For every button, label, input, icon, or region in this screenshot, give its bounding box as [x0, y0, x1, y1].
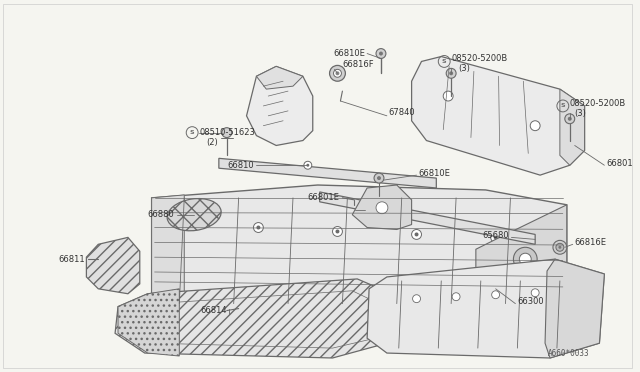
- Circle shape: [538, 242, 542, 246]
- Circle shape: [376, 49, 386, 58]
- Circle shape: [253, 222, 263, 232]
- Polygon shape: [319, 192, 535, 244]
- Circle shape: [330, 65, 346, 81]
- Text: 66880: 66880: [148, 210, 174, 219]
- Circle shape: [519, 253, 531, 265]
- Polygon shape: [257, 66, 303, 89]
- Polygon shape: [476, 205, 567, 308]
- Polygon shape: [86, 237, 140, 294]
- Text: 66810: 66810: [228, 161, 255, 170]
- Text: 67840: 67840: [389, 108, 415, 117]
- Circle shape: [257, 225, 260, 230]
- Text: S: S: [561, 103, 565, 108]
- Polygon shape: [115, 279, 392, 358]
- Circle shape: [376, 202, 388, 214]
- Circle shape: [452, 293, 460, 301]
- Polygon shape: [118, 289, 179, 356]
- Polygon shape: [152, 195, 184, 304]
- Circle shape: [530, 121, 540, 131]
- Polygon shape: [352, 185, 412, 230]
- Text: (3): (3): [575, 109, 587, 118]
- Polygon shape: [560, 89, 584, 165]
- Text: S: S: [442, 59, 447, 64]
- Circle shape: [568, 117, 572, 121]
- Circle shape: [556, 243, 564, 251]
- Circle shape: [335, 230, 339, 234]
- Circle shape: [565, 114, 575, 124]
- Text: 66801: 66801: [606, 159, 633, 168]
- Text: 08520-5200B: 08520-5200B: [451, 54, 508, 63]
- Text: 66816F: 66816F: [342, 60, 374, 69]
- Circle shape: [192, 222, 196, 227]
- Circle shape: [446, 68, 456, 78]
- Circle shape: [558, 246, 561, 249]
- Circle shape: [444, 91, 453, 101]
- Circle shape: [535, 239, 545, 249]
- Ellipse shape: [167, 199, 221, 231]
- Text: 66814: 66814: [200, 306, 227, 315]
- Text: 66816E: 66816E: [575, 238, 607, 247]
- Text: (3): (3): [458, 64, 470, 73]
- Text: A660*0033: A660*0033: [548, 349, 589, 357]
- Circle shape: [377, 176, 381, 180]
- Circle shape: [189, 219, 199, 230]
- Circle shape: [333, 69, 341, 77]
- Circle shape: [333, 227, 342, 237]
- Circle shape: [491, 232, 500, 242]
- Text: 66300: 66300: [517, 297, 544, 306]
- Text: 66801E: 66801E: [308, 193, 340, 202]
- Circle shape: [413, 295, 420, 303]
- Text: 08520-5200B: 08520-5200B: [570, 99, 626, 109]
- Circle shape: [307, 164, 309, 167]
- Circle shape: [412, 230, 422, 239]
- Circle shape: [379, 52, 383, 55]
- Text: S: S: [190, 130, 195, 135]
- Polygon shape: [367, 259, 604, 358]
- Text: 66810E: 66810E: [333, 49, 365, 58]
- Circle shape: [449, 71, 453, 75]
- Polygon shape: [412, 57, 584, 175]
- Text: (2): (2): [206, 138, 218, 147]
- Text: 65680: 65680: [483, 231, 509, 240]
- Circle shape: [415, 232, 419, 237]
- Circle shape: [553, 240, 567, 254]
- Polygon shape: [246, 66, 313, 145]
- Circle shape: [493, 235, 498, 239]
- Circle shape: [374, 173, 384, 183]
- Circle shape: [222, 128, 232, 138]
- Polygon shape: [545, 259, 604, 358]
- Circle shape: [492, 291, 500, 299]
- Circle shape: [304, 161, 312, 169]
- Text: 66810E: 66810E: [419, 169, 451, 178]
- Circle shape: [513, 247, 537, 271]
- Circle shape: [335, 71, 339, 75]
- Polygon shape: [152, 185, 567, 314]
- Polygon shape: [219, 158, 436, 188]
- Circle shape: [531, 289, 539, 297]
- Text: 08510-51623: 08510-51623: [199, 128, 255, 137]
- Text: 66811: 66811: [59, 255, 85, 264]
